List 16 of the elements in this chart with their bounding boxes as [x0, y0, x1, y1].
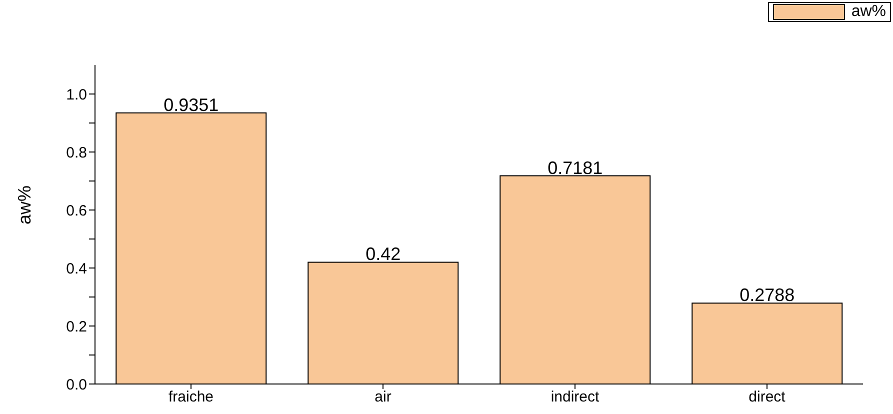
y-tick-label: 0.4	[66, 260, 87, 278]
y-tick-label: 0.2	[66, 318, 87, 336]
data-label: 0.9351	[164, 94, 219, 115]
legend-label: aw%	[851, 3, 886, 21]
y-tick-label: 0.6	[66, 202, 87, 220]
data-label: 0.2788	[740, 285, 795, 306]
x-tick-label: direct	[748, 388, 786, 406]
x-tick-label: fraiche	[168, 388, 214, 406]
data-label: 0.42	[366, 244, 401, 264]
y-tick-label: 1.0	[66, 86, 87, 104]
data-label: 0.7181	[548, 158, 603, 178]
y-axis-title: aw%	[14, 185, 34, 224]
x-tick-label: indirect	[550, 388, 600, 406]
y-tick-label: 0.0	[66, 376, 87, 394]
x-tick-label: air	[374, 388, 392, 406]
y-tick-label: 0.8	[66, 144, 87, 162]
